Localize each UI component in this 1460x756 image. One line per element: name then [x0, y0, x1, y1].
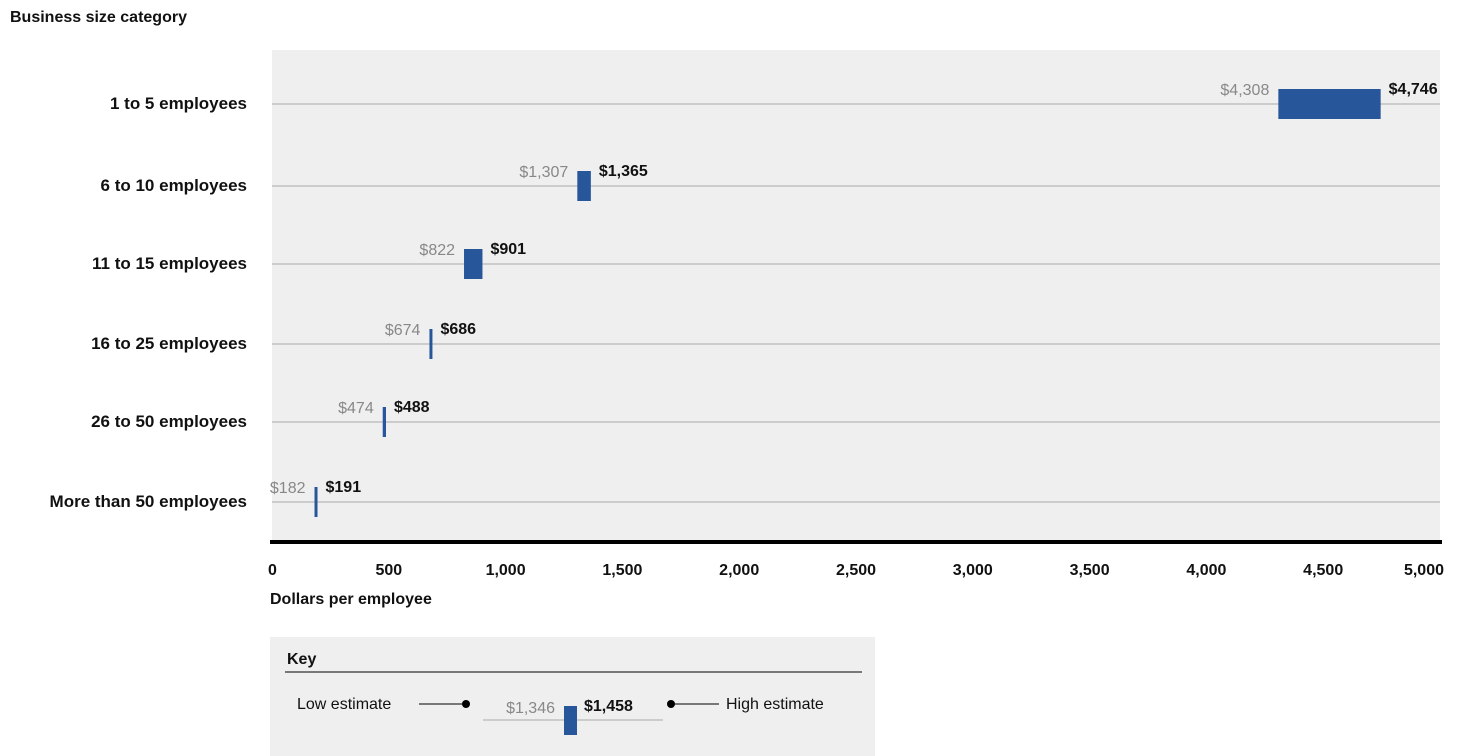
high-value-label: $488: [394, 399, 430, 416]
x-tick-label: 3,500: [1070, 562, 1110, 579]
x-tick-label: 1,500: [602, 562, 642, 579]
x-tick-label: 0: [268, 562, 277, 579]
key-example-bar: [564, 706, 577, 735]
plot-background: [272, 50, 1440, 542]
low-value-label: $1,307: [519, 164, 568, 181]
x-tick-label: 3,000: [953, 562, 993, 579]
x-tick-label: 4,000: [1186, 562, 1226, 579]
range-bar: [577, 171, 591, 201]
high-value-label: $686: [440, 321, 476, 338]
x-tick-label: 2,000: [719, 562, 759, 579]
range-bar: [314, 487, 318, 517]
high-value-label: $1,365: [599, 163, 648, 180]
range-bar: [1278, 89, 1381, 119]
range-bar: [464, 249, 483, 279]
low-value-label: $822: [419, 242, 455, 259]
key-panel: Key Low estimate $1,346 $1,458 High esti…: [270, 637, 875, 756]
low-value-label: $674: [385, 322, 421, 339]
range-bar: [382, 407, 386, 437]
key-low-text: Low estimate: [297, 696, 391, 713]
high-value-label: $4,746: [1389, 81, 1438, 98]
x-axis-title: Dollars per employee: [270, 591, 432, 608]
low-value-label: $474: [338, 400, 374, 417]
x-ticks-group: 0 500 1,000 1,500 2,000 2,500 3,000 3,500 4,000 4…: [268, 562, 1444, 579]
x-tick-label: 1,000: [486, 562, 526, 579]
x-tick-label: 4,500: [1303, 562, 1343, 579]
category-label: 6 to 10 employees: [101, 176, 247, 195]
rows-group: 1 to 5 employees $4,308 $4,746 6 to 10 empl…: [50, 81, 1440, 517]
y-axis-title: Business size category: [10, 9, 187, 26]
low-value-label: $4,308: [1220, 82, 1269, 99]
range-bar: [429, 329, 433, 359]
high-value-label: $901: [490, 241, 526, 258]
category-label: More than 50 employees: [50, 492, 247, 511]
key-background: [270, 637, 875, 756]
category-label: 16 to 25 employees: [91, 334, 247, 353]
key-title: Key: [287, 651, 316, 668]
key-low-pointer-dot: [462, 700, 470, 708]
category-label: 1 to 5 employees: [110, 94, 247, 113]
x-tick-label: 500: [375, 562, 402, 579]
low-value-label: $182: [270, 480, 306, 497]
key-high-text: High estimate: [726, 696, 824, 713]
high-value-label: $191: [326, 479, 362, 496]
category-label: 26 to 50 employees: [91, 412, 247, 431]
x-tick-label: 5,000: [1404, 562, 1444, 579]
key-example-high-label: $1,458: [584, 698, 633, 715]
category-label: 11 to 15 employees: [92, 254, 247, 273]
x-tick-label: 2,500: [836, 562, 876, 579]
key-example-low-label: $1,346: [506, 700, 555, 717]
